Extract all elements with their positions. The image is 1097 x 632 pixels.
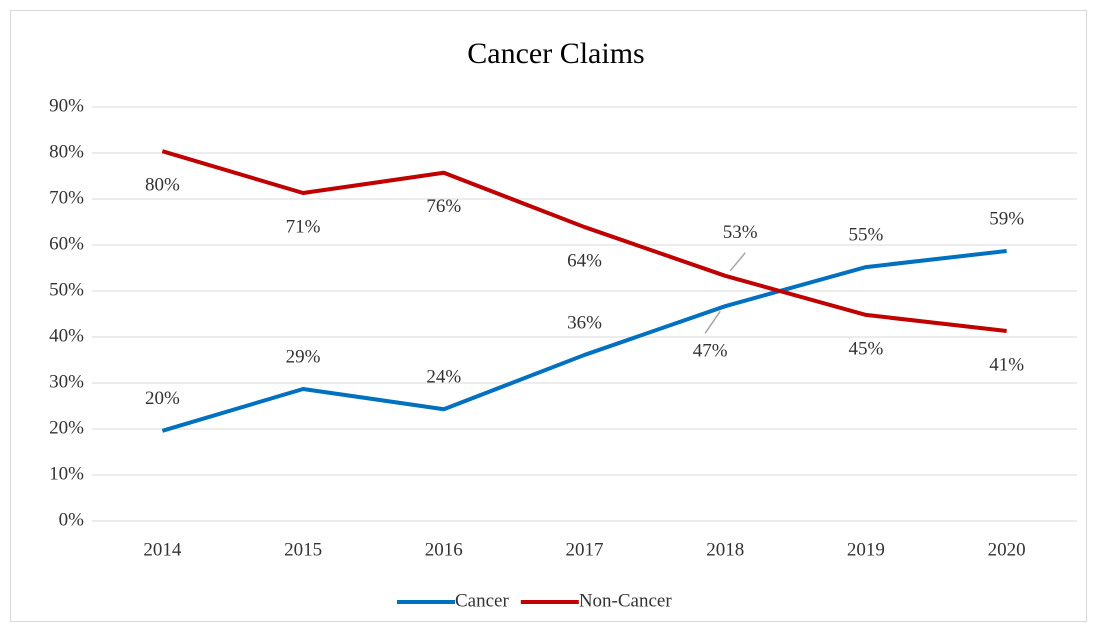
y-tick-label: 0% <box>59 509 85 530</box>
leader-line <box>729 252 746 272</box>
series-line <box>161 149 1007 334</box>
data-label: 71% <box>286 216 321 237</box>
data-label: 80% <box>145 175 180 196</box>
x-tick-label: 2014 <box>143 539 182 560</box>
data-label: 76% <box>426 196 461 217</box>
x-tick-label: 2015 <box>284 539 322 560</box>
chart-border <box>10 10 1087 622</box>
leader-line <box>704 310 721 334</box>
series-line <box>161 248 1007 433</box>
y-tick-label: 80% <box>49 141 84 162</box>
y-tick-label: 40% <box>49 325 84 346</box>
x-tick-label: 2018 <box>706 539 744 560</box>
data-label: 41% <box>989 354 1024 375</box>
y-tick-label: 30% <box>49 371 84 392</box>
data-label: 64% <box>567 250 602 271</box>
y-tick-label: 20% <box>49 417 84 438</box>
data-label: 29% <box>286 346 321 367</box>
x-tick-label: 2016 <box>425 539 463 560</box>
y-tick-label: 10% <box>49 463 84 484</box>
data-label: 36% <box>567 312 602 333</box>
x-tick-label: 2020 <box>988 539 1026 560</box>
y-tick-label: 60% <box>49 233 84 254</box>
y-tick-label: 70% <box>49 187 84 208</box>
data-label: 20% <box>145 388 180 409</box>
data-label: 47% <box>693 341 728 362</box>
legend-label: Cancer <box>455 590 509 611</box>
y-tick-label: 90% <box>49 95 84 116</box>
data-label: 45% <box>849 338 884 359</box>
x-tick-label: 2019 <box>847 539 885 560</box>
chart-title: Cancer Claims <box>467 37 644 70</box>
data-label: 59% <box>989 208 1024 229</box>
data-label: 24% <box>426 367 461 388</box>
legend-label: Non-Cancer <box>579 590 673 611</box>
data-label: 55% <box>849 224 884 245</box>
x-tick-label: 2017 <box>566 539 604 560</box>
data-label: 53% <box>723 222 758 243</box>
y-tick-label: 50% <box>49 279 84 300</box>
